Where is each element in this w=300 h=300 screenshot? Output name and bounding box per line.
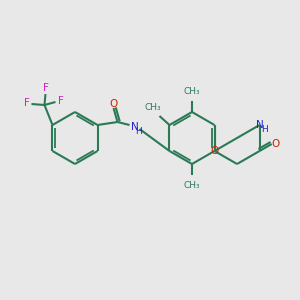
Text: O: O	[272, 139, 280, 149]
Text: CH₃: CH₃	[184, 86, 200, 95]
Text: O: O	[110, 99, 118, 109]
Text: F: F	[43, 83, 48, 93]
Text: CH₃: CH₃	[184, 181, 200, 190]
Text: N: N	[256, 120, 263, 130]
Text: CH₃: CH₃	[144, 103, 161, 112]
Text: O: O	[210, 146, 219, 156]
Text: N: N	[130, 122, 138, 132]
Text: H: H	[261, 125, 267, 134]
Text: F: F	[58, 96, 63, 106]
Text: F: F	[23, 98, 29, 108]
Text: H: H	[135, 127, 142, 136]
